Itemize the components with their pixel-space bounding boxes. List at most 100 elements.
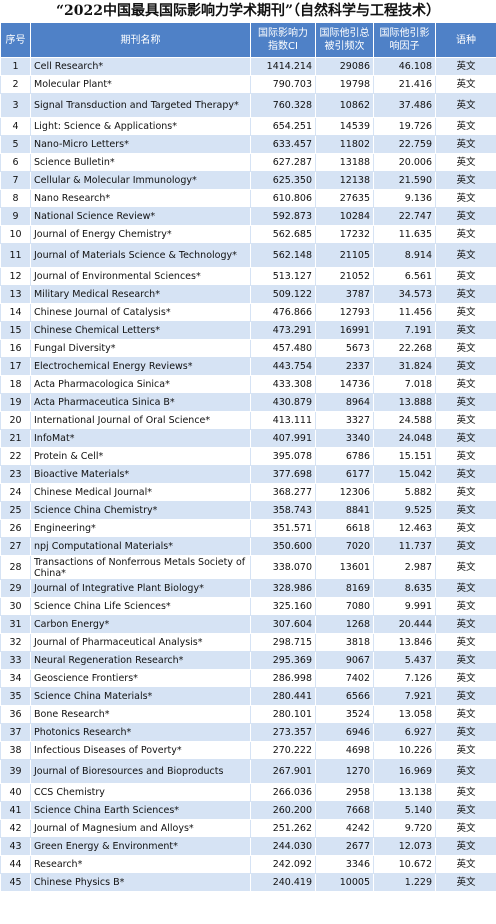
language: 英文 — [435, 411, 496, 430]
ci-index: 760.328 — [250, 93, 316, 118]
row-number: 9 — [0, 207, 31, 226]
impact-factor: 22.268 — [373, 339, 436, 358]
table-row: 21 InfoMat* 407.991 3340 24.048 英文 — [0, 429, 496, 448]
impact-factor: 7.126 — [373, 669, 436, 688]
ci-index: 562.148 — [250, 243, 316, 268]
ci-index: 295.369 — [250, 651, 316, 670]
journal-name: Nano Research* — [30, 189, 251, 208]
ci-index: 273.357 — [250, 723, 316, 742]
table-row: 40 CCS Chemistry 266.036 2958 13.138 英文 — [0, 783, 496, 802]
row-number: 31 — [0, 615, 31, 634]
journal-name: Cell Research* — [30, 57, 251, 76]
language: 英文 — [435, 687, 496, 706]
citation-count: 8169 — [315, 579, 374, 598]
language: 英文 — [435, 207, 496, 226]
header-cell: 序号 — [0, 22, 31, 58]
ci-index: 430.879 — [250, 393, 316, 412]
table-row: 44 Research* 242.092 3346 10.672 英文 — [0, 855, 496, 874]
impact-factor: 19.726 — [373, 117, 436, 136]
row-number: 3 — [0, 93, 31, 118]
journal-name: Protein & Cell* — [30, 447, 251, 466]
impact-factor: 8.635 — [373, 579, 436, 598]
impact-factor: 5.140 — [373, 801, 436, 820]
language: 英文 — [435, 579, 496, 598]
citation-count: 10284 — [315, 207, 374, 226]
journal-name: Engineering* — [30, 519, 251, 538]
ci-index: 251.262 — [250, 819, 316, 838]
citation-count: 21052 — [315, 267, 374, 286]
language: 英文 — [435, 555, 496, 580]
language: 英文 — [435, 375, 496, 394]
citation-count: 2958 — [315, 783, 374, 802]
impact-factor: 37.486 — [373, 93, 436, 118]
table-row: 7 Cellular & Molecular Immunology* 625.350… — [0, 171, 496, 190]
row-number: 43 — [0, 837, 31, 856]
row-number: 16 — [0, 339, 31, 358]
row-number: 36 — [0, 705, 31, 724]
table-row: 22 Protein & Cell* 395.078 6786 15.151 英文 — [0, 447, 496, 466]
table-row: 42 Journal of Magnesium and Alloys* 251.26… — [0, 819, 496, 838]
ci-index: 328.986 — [250, 579, 316, 598]
row-number: 13 — [0, 285, 31, 304]
language: 英文 — [435, 117, 496, 136]
citation-count: 12793 — [315, 303, 374, 322]
journal-name: Cellular & Molecular Immunology* — [30, 171, 251, 190]
impact-factor: 10.226 — [373, 741, 436, 760]
table-row: 41 Science China Earth Sciences* 260.200 76… — [0, 801, 496, 820]
row-number: 28 — [0, 555, 31, 580]
journal-name: Acta Pharmaceutica Sinica B* — [30, 393, 251, 412]
language: 英文 — [435, 483, 496, 502]
impact-factor: 9.525 — [373, 501, 436, 520]
table-row: 10 Journal of Energy Chemistry* 562.685 172… — [0, 225, 496, 244]
table-row: 17 Electrochemical Energy Reviews* 443.754… — [0, 357, 496, 376]
journal-name: npj Computational Materials* — [30, 537, 251, 556]
ci-index: 433.308 — [250, 375, 316, 394]
row-number: 40 — [0, 783, 31, 802]
language: 英文 — [435, 723, 496, 742]
language: 英文 — [435, 57, 496, 76]
ci-index: 654.251 — [250, 117, 316, 136]
journal-name: Acta Pharmacologica Sinica* — [30, 375, 251, 394]
impact-factor: 8.914 — [373, 243, 436, 268]
language: 英文 — [435, 429, 496, 448]
journal-table: 序号 期刊名称 国际影响力指数CI 国际他引总被引频次 国际他引影响因子 语种 1 Cell… — [0, 22, 496, 892]
language: 英文 — [435, 75, 496, 94]
impact-factor: 20.006 — [373, 153, 436, 172]
language: 英文 — [435, 243, 496, 268]
row-number: 44 — [0, 855, 31, 874]
impact-factor: 24.588 — [373, 411, 436, 430]
language: 英文 — [435, 537, 496, 556]
table-row: 13 Military Medical Research* 509.122 3787 3… — [0, 285, 496, 304]
ci-index: 443.754 — [250, 357, 316, 376]
impact-factor: 7.921 — [373, 687, 436, 706]
header-cell: 期刊名称 — [30, 22, 251, 58]
journal-name: Nano-Micro Letters* — [30, 135, 251, 154]
ci-index: 476.866 — [250, 303, 316, 322]
language: 英文 — [435, 597, 496, 616]
impact-factor: 21.416 — [373, 75, 436, 94]
language: 英文 — [435, 285, 496, 304]
citation-count: 4698 — [315, 741, 374, 760]
impact-factor: 1.229 — [373, 873, 436, 892]
row-number: 29 — [0, 579, 31, 598]
journal-name: Journal of Integrative Plant Biology* — [30, 579, 251, 598]
journal-name: Journal of Bioresources and Bioproducts — [30, 759, 251, 784]
journal-name: Journal of Environmental Sciences* — [30, 267, 251, 286]
impact-factor: 15.042 — [373, 465, 436, 484]
language: 英文 — [435, 819, 496, 838]
journal-name: Science China Life Sciences* — [30, 597, 251, 616]
citation-count: 2677 — [315, 837, 374, 856]
ci-index: 280.441 — [250, 687, 316, 706]
citation-count: 1270 — [315, 759, 374, 784]
row-number: 23 — [0, 465, 31, 484]
row-number: 21 — [0, 429, 31, 448]
table-row: 3 Signal Transduction and Targeted Therap… — [0, 93, 496, 118]
journal-name: Light: Science & Applications* — [30, 117, 251, 136]
ci-index: 280.101 — [250, 705, 316, 724]
citation-count: 6786 — [315, 447, 374, 466]
impact-factor: 46.108 — [373, 57, 436, 76]
header-cell: 国际他引总被引频次 — [315, 22, 374, 58]
row-number: 34 — [0, 669, 31, 688]
impact-factor: 13.846 — [373, 633, 436, 652]
citation-count: 12138 — [315, 171, 374, 190]
